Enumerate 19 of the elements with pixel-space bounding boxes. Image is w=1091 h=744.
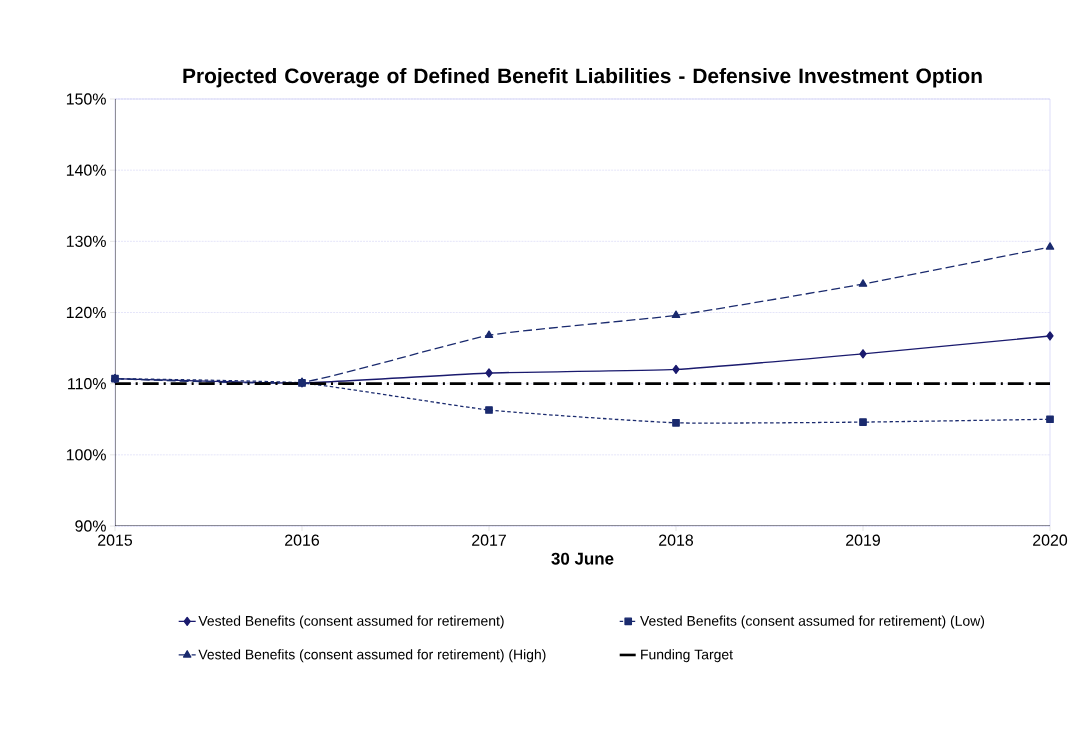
x-axis-title: 30 June bbox=[551, 552, 614, 565]
x-tick-label: 2018 bbox=[659, 534, 694, 546]
chart-title: Projected Coverage of Defined Benefit Liabilities - Defensive Investment Option bbox=[183, 67, 982, 88]
legend-label: Vested Benefits (consent assumed for retirement) (Low) bbox=[640, 615, 985, 629]
legend-label: Funding Target bbox=[641, 649, 733, 663]
y-tick-label: 100% bbox=[66, 449, 106, 461]
y-tick-label: 110% bbox=[68, 378, 106, 390]
legend-label: Vested Benefits (consent assumed for retirement) (High) bbox=[198, 649, 546, 663]
y-tick-label: 140% bbox=[66, 164, 106, 176]
x-tick-label: 2016 bbox=[285, 534, 320, 546]
x-tick-label: 2017 bbox=[472, 534, 506, 546]
x-tick-label: 2015 bbox=[98, 534, 133, 546]
x-tick-label: 2020 bbox=[1033, 534, 1068, 546]
legend-label: Vested Benefits (consent assumed for retirement) bbox=[198, 615, 504, 629]
y-tick-label: 150% bbox=[66, 93, 106, 105]
x-tick-label: 2019 bbox=[846, 534, 880, 546]
y-tick-label: 90% bbox=[75, 520, 106, 532]
y-tick-label: 130% bbox=[66, 235, 106, 247]
y-tick-label: 120% bbox=[66, 306, 106, 319]
